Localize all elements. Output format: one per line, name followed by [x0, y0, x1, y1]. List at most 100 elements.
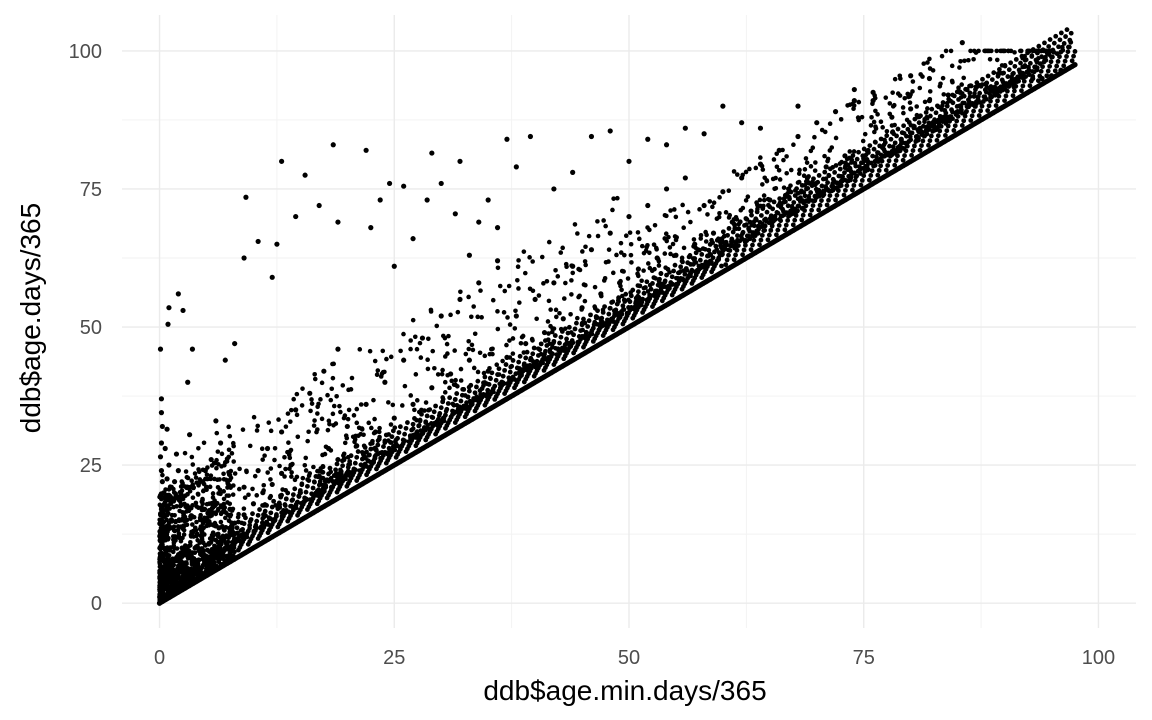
data-point	[813, 160, 818, 165]
data-point	[950, 79, 955, 85]
data-point	[824, 202, 830, 208]
data-point	[494, 225, 501, 231]
data-point	[957, 65, 962, 70]
data-point	[603, 259, 609, 265]
data-point	[469, 342, 475, 348]
data-point	[534, 316, 539, 322]
data-point	[226, 518, 232, 523]
data-point	[976, 94, 981, 99]
data-point	[822, 153, 827, 159]
data-point	[626, 297, 631, 303]
data-point	[1020, 75, 1026, 81]
data-point	[465, 394, 471, 400]
data-point	[230, 557, 236, 563]
data-point	[354, 443, 360, 449]
data-point	[852, 160, 858, 166]
data-point	[806, 199, 811, 204]
data-point	[563, 326, 568, 331]
data-point	[749, 212, 754, 218]
data-point	[822, 169, 828, 175]
data-point	[1063, 34, 1068, 39]
data-point	[865, 167, 870, 173]
data-point	[796, 171, 802, 176]
data-point	[466, 338, 471, 344]
data-point	[417, 418, 423, 424]
data-point	[958, 95, 964, 100]
data-point	[884, 128, 890, 134]
data-point	[585, 324, 591, 329]
data-point	[767, 197, 773, 203]
data-point	[229, 526, 235, 531]
data-point	[354, 406, 360, 412]
data-point	[1027, 60, 1033, 66]
data-point	[410, 401, 416, 407]
data-point	[278, 494, 284, 499]
data-point	[264, 445, 271, 452]
data-point	[367, 348, 373, 354]
data-point	[247, 443, 253, 449]
data-point	[178, 583, 184, 588]
data-point	[901, 110, 906, 116]
data-point	[736, 221, 742, 227]
data-point	[868, 160, 874, 166]
data-point	[181, 512, 186, 517]
data-point	[302, 463, 308, 468]
data-point	[875, 112, 880, 117]
data-point	[939, 53, 945, 59]
data-point	[505, 315, 510, 320]
data-point	[260, 516, 265, 521]
data-point	[475, 369, 481, 375]
data-point	[457, 158, 463, 164]
data-point	[795, 203, 801, 209]
data-point	[902, 95, 908, 101]
data-point	[962, 58, 967, 64]
data-point	[988, 98, 993, 104]
data-point	[368, 225, 374, 231]
data-point	[189, 478, 194, 484]
data-point	[382, 379, 388, 385]
data-point	[196, 548, 202, 554]
data-point	[925, 60, 930, 65]
data-point	[419, 335, 426, 341]
data-point	[203, 468, 208, 474]
data-point	[829, 145, 835, 150]
data-point	[641, 285, 647, 291]
data-point	[229, 451, 235, 456]
data-point	[647, 282, 653, 288]
data-point	[878, 152, 884, 158]
data-point	[764, 209, 770, 215]
data-point	[190, 522, 195, 527]
data-point	[223, 515, 228, 521]
data-point	[709, 259, 714, 265]
data-point	[1055, 58, 1061, 64]
data-point	[890, 129, 896, 134]
data-point	[663, 231, 669, 236]
data-point	[673, 252, 679, 258]
data-point	[346, 407, 352, 413]
data-point	[869, 168, 875, 174]
data-point	[288, 407, 294, 413]
data-point	[592, 304, 597, 309]
data-point	[279, 158, 285, 164]
data-point	[452, 397, 458, 402]
data-point	[607, 306, 613, 311]
data-point	[680, 276, 685, 282]
data-point	[817, 193, 823, 198]
data-point	[436, 413, 442, 418]
data-point	[775, 227, 781, 233]
data-point	[952, 123, 958, 129]
data-point	[438, 313, 444, 319]
data-point	[678, 264, 684, 270]
data-point	[237, 466, 242, 472]
data-point	[673, 237, 679, 243]
data-point	[757, 161, 764, 167]
data-point	[501, 310, 507, 315]
data-point	[741, 247, 747, 253]
data-point	[551, 280, 557, 286]
data-point	[320, 482, 326, 488]
data-point	[333, 467, 338, 473]
data-point	[429, 414, 435, 420]
data-point	[645, 136, 651, 142]
data-point	[157, 593, 164, 600]
data-point	[398, 348, 403, 354]
